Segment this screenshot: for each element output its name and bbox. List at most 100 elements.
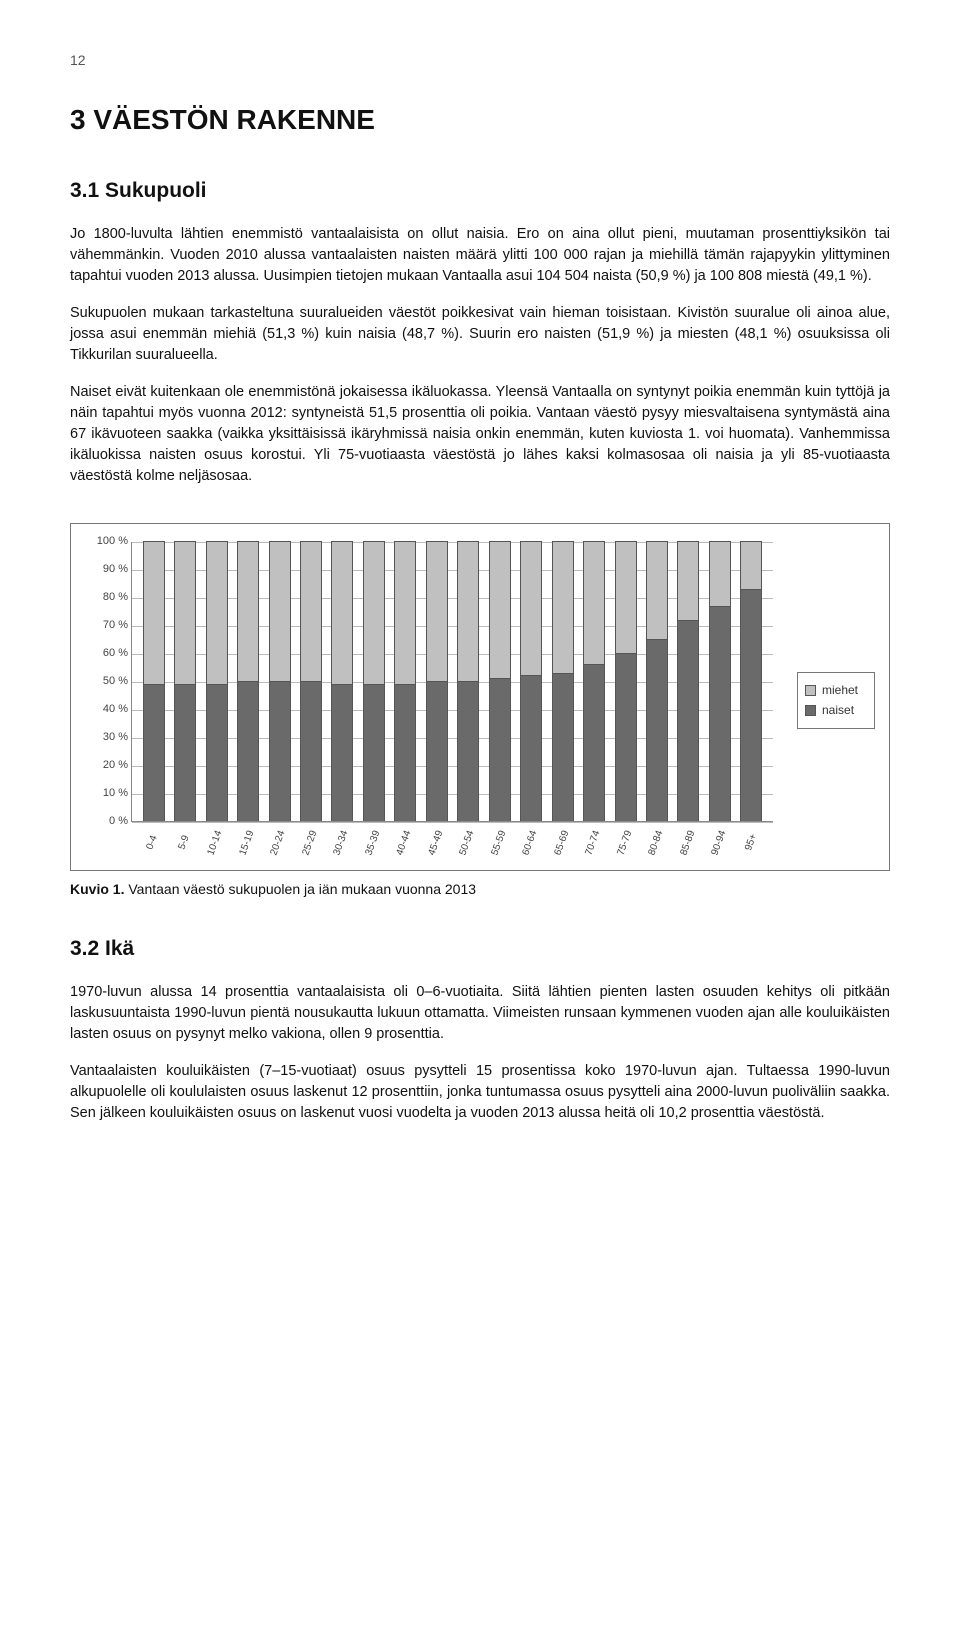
paragraph-2: Sukupuolen mukaan tarkasteltuna suuralue… [70, 303, 890, 366]
y-axis-label: 90 % [88, 562, 128, 578]
bar-column [738, 542, 765, 821]
legend-label-naiset: naiset [822, 702, 854, 719]
bar-stack [300, 541, 322, 821]
bar-segment-miehet [395, 542, 415, 684]
bar-column [549, 542, 576, 821]
legend-item-naiset: naiset [805, 702, 867, 719]
chart-grid: 0 %10 %20 %30 %40 %50 %60 %70 %80 %90 %1… [131, 542, 773, 822]
chart-plot-area: 0 %10 %20 %30 %40 %50 %60 %70 %80 %90 %1… [85, 542, 783, 860]
bar-segment-naiset [207, 684, 227, 821]
bar-stack [709, 541, 731, 821]
figure-caption-text: Vantaan väestö sukupuolen ja iän mukaan … [124, 881, 476, 897]
x-axis-label: 30-34 [323, 822, 360, 863]
y-axis-label: 0 % [88, 814, 128, 830]
bar-column [675, 542, 702, 821]
bar-stack [552, 541, 574, 821]
bar-stack [520, 541, 542, 821]
bar-segment-miehet [647, 542, 667, 640]
bar-segment-miehet [521, 542, 541, 676]
y-axis-label: 60 % [88, 646, 128, 662]
bar-column [423, 542, 450, 821]
y-axis-label: 30 % [88, 730, 128, 746]
bar-segment-miehet [458, 542, 478, 682]
bar-segment-naiset [332, 684, 352, 821]
bar-stack [489, 541, 511, 821]
bar-stack [143, 541, 165, 821]
heading-main: 3 VÄESTÖN RAKENNE [70, 100, 890, 141]
bar-column [360, 542, 387, 821]
bar-stack [363, 541, 385, 821]
bar-column [455, 542, 482, 821]
grid-line [132, 822, 773, 823]
y-axis-label: 80 % [88, 590, 128, 606]
bar-segment-naiset [710, 606, 730, 821]
bar-segment-miehet [584, 542, 604, 665]
heading-sub-ika: 3.2 Ikä [70, 934, 890, 964]
x-axis-label: 90-94 [701, 822, 738, 863]
y-axis-label: 50 % [88, 674, 128, 690]
bar-column [140, 542, 167, 821]
bar-segment-miehet [270, 542, 290, 682]
bars-row [132, 542, 773, 821]
x-axis-label: 70-74 [575, 822, 612, 863]
bar-stack [174, 541, 196, 821]
x-axis-label: 65-69 [544, 822, 581, 863]
x-axis-label: 35-39 [355, 822, 392, 863]
bar-stack [677, 541, 699, 821]
chart-legend: miehet naiset [797, 672, 875, 730]
legend-label-miehet: miehet [822, 682, 858, 699]
chart-x-labels: 0-45-910-1415-1920-2425-2930-3435-3940-4… [131, 826, 773, 860]
bar-segment-naiset [553, 673, 573, 821]
bar-stack [615, 541, 637, 821]
bar-segment-naiset [270, 681, 290, 821]
bar-segment-naiset [678, 620, 698, 821]
y-axis-label: 20 % [88, 758, 128, 774]
bar-segment-naiset [521, 675, 541, 820]
x-axis-label: 5-9 [166, 822, 203, 863]
bar-segment-miehet [207, 542, 227, 684]
bar-segment-miehet [678, 542, 698, 620]
x-axis-label: 50-54 [449, 822, 486, 863]
bar-column [266, 542, 293, 821]
bar-column [203, 542, 230, 821]
bar-column [329, 542, 356, 821]
legend-swatch-miehet [805, 685, 816, 696]
x-axis-label: 20-24 [260, 822, 297, 863]
bar-column [517, 542, 544, 821]
bar-segment-miehet [616, 542, 636, 654]
x-axis-label: 40-44 [386, 822, 423, 863]
x-axis-label: 95+ [733, 822, 770, 863]
paragraph-4: 1970-luvun alussa 14 prosenttia vantaala… [70, 982, 890, 1045]
bar-segment-naiset [490, 678, 510, 820]
bar-segment-naiset [741, 589, 761, 821]
bar-segment-naiset [175, 684, 195, 821]
bar-segment-miehet [741, 542, 761, 589]
y-axis-label: 10 % [88, 786, 128, 802]
bar-segment-miehet [490, 542, 510, 679]
paragraph-3: Naiset eivät kuitenkaan ole enemmistönä … [70, 382, 890, 487]
bar-column [171, 542, 198, 821]
y-axis-label: 40 % [88, 702, 128, 718]
bar-stack [394, 541, 416, 821]
bar-segment-naiset [144, 684, 164, 821]
x-axis-label: 25-29 [292, 822, 329, 863]
bar-stack [237, 541, 259, 821]
bar-segment-miehet [427, 542, 447, 682]
bar-segment-naiset [238, 681, 258, 821]
y-axis-label: 70 % [88, 618, 128, 634]
x-axis-label: 60-64 [512, 822, 549, 863]
bar-segment-naiset [616, 653, 636, 820]
bar-column [643, 542, 670, 821]
chart-container: 0 % 10 % 20 % 30 % 40 % 50 % 60 % 70 % 80 % 90 % 1… [70, 523, 890, 871]
y-axis-label: 100 % [88, 534, 128, 550]
bar-segment-naiset [427, 681, 447, 821]
legend-swatch-naiset [805, 705, 816, 716]
paragraph-5: Vantaalaisten kouluikäisten (7–15-vuotia… [70, 1061, 890, 1124]
bar-stack [269, 541, 291, 821]
x-axis-label: 45-49 [418, 822, 455, 863]
bar-segment-miehet [364, 542, 384, 684]
bar-stack [740, 541, 762, 821]
figure-caption-bold: Kuvio 1. [70, 881, 124, 897]
x-axis-label: 80-84 [638, 822, 675, 863]
bar-segment-miehet [710, 542, 730, 606]
